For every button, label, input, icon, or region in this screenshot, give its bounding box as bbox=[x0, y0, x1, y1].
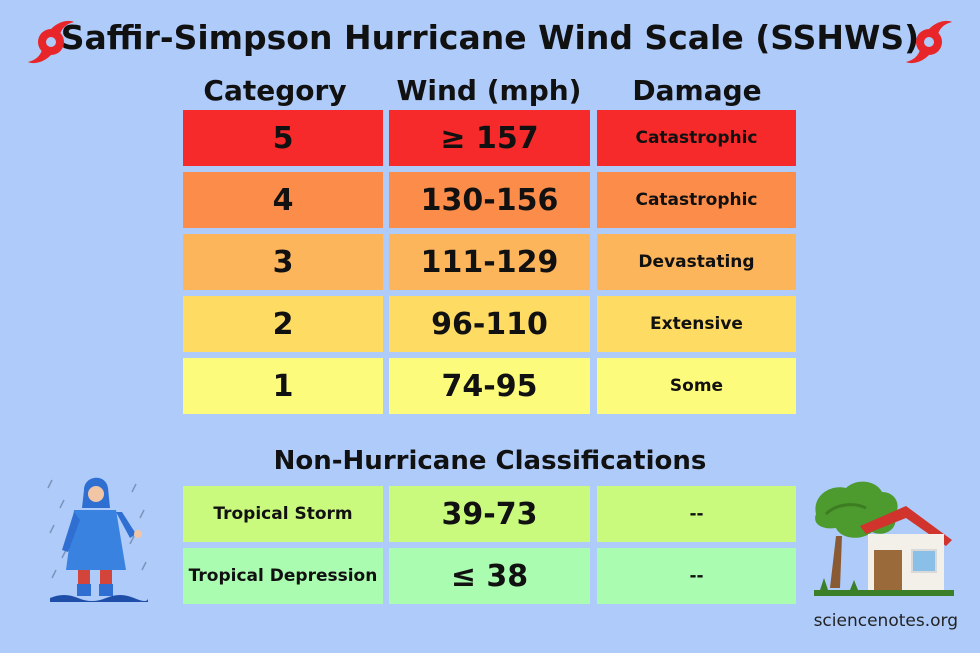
hurricane-rows-damage-cell: Extensive bbox=[597, 296, 796, 352]
non-hurricane-rows-damage-cell: -- bbox=[597, 486, 796, 542]
hurricane-symbol-icon bbox=[28, 20, 74, 64]
non-hurricane-rows-wind-cell: ≤ 38 bbox=[389, 548, 590, 604]
hurricane-rows-damage-cell: Some bbox=[597, 358, 796, 414]
source-credit: sciencenotes.org bbox=[813, 611, 958, 631]
hurricane-rows-wind-cell: ≥ 157 bbox=[389, 110, 590, 166]
hurricane-rows-wind-cell: 130-156 bbox=[389, 172, 590, 228]
non-hurricane-rows-category-cell: Tropical Depression bbox=[183, 548, 383, 604]
non-hurricane-rows-wind-cell: 39-73 bbox=[389, 486, 590, 542]
hurricane-rows-category-cell: 3 bbox=[183, 234, 383, 290]
hurricane-rows-wind-cell: 74-95 bbox=[389, 358, 590, 414]
hurricane-rows-wind-cell: 111-129 bbox=[389, 234, 590, 290]
hurricane-symbol-icon bbox=[906, 20, 952, 64]
hurricane-rows-damage-cell: Devastating bbox=[597, 234, 796, 290]
hurricane-rows-damage-cell: Catastrophic bbox=[597, 172, 796, 228]
header-category: Category bbox=[203, 74, 347, 107]
header-wind: Wind (mph) bbox=[396, 74, 582, 107]
hurricane-rows-category-cell: 5 bbox=[183, 110, 383, 166]
non-hurricane-rows-damage-cell: -- bbox=[597, 548, 796, 604]
person-in-raincoat-illustration bbox=[47, 477, 148, 602]
header-damage: Damage bbox=[632, 74, 762, 107]
non-hurricane-title: Non-Hurricane Classifications bbox=[273, 446, 707, 476]
hurricane-rows-category-cell: 2 bbox=[183, 296, 383, 352]
hurricane-rows-category-cell: 4 bbox=[183, 172, 383, 228]
hurricane-rows-damage-cell: Catastrophic bbox=[597, 110, 796, 166]
non-hurricane-rows-category-cell: Tropical Storm bbox=[183, 486, 383, 542]
hurricane-rows-wind-cell: 96-110 bbox=[389, 296, 590, 352]
house-in-storm-illustration bbox=[814, 481, 954, 596]
hurricane-rows-category-cell: 1 bbox=[183, 358, 383, 414]
page-title: Saffir-Simpson Hurricane Wind Scale (SSH… bbox=[60, 18, 920, 57]
